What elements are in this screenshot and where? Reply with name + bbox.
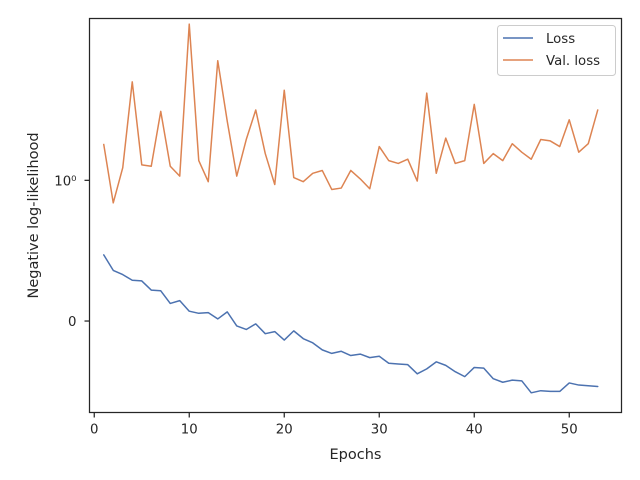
y-tick-label: 0 — [68, 315, 76, 330]
y-tick-label: 10⁰ — [54, 174, 76, 189]
x-axis: 0 10 20 30 40 50 — [90, 412, 578, 438]
legend-label-loss: Loss — [546, 32, 575, 47]
y-axis: 0 10⁰ — [54, 174, 90, 330]
series-layer — [103, 23, 599, 394]
legend: Loss Val. loss — [497, 25, 616, 76]
y-axis-label: Negative log-likelihood — [26, 132, 42, 298]
x-tick-label: 50 — [561, 423, 578, 438]
series-line-loss — [103, 254, 599, 394]
legend-label-val-loss: Val. loss — [546, 54, 600, 69]
x-tick-label: 10 — [181, 423, 198, 438]
series-line-val-loss — [103, 23, 599, 204]
x-tick-label: 20 — [276, 423, 293, 438]
plot-frame — [88, 17, 623, 414]
x-tick-label: 30 — [371, 423, 388, 438]
x-tick-label: 40 — [466, 423, 483, 438]
x-tick-label: 0 — [90, 423, 98, 438]
x-axis-label: Epochs — [330, 447, 382, 463]
